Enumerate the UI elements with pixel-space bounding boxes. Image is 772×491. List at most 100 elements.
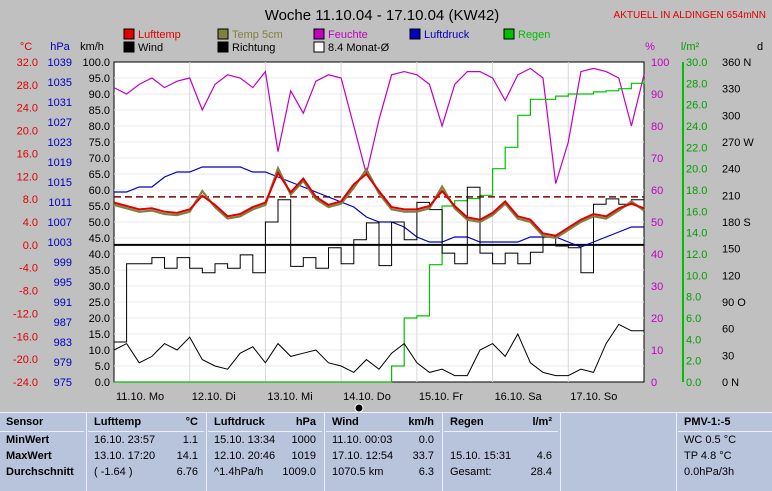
tick-wind: 50.0 [89,217,110,229]
tick-humidity: 60 [651,185,663,197]
tick-pressure: 987 [54,317,72,329]
lufttemp-header: Lufttemp [94,416,142,428]
tick-rain: 30.0 [686,57,707,69]
tick-wind: 40.0 [89,249,110,261]
regen-total-label: Gesamt: [450,466,492,478]
tick-direction: 150 [722,244,740,256]
tick-humidity: 100 [651,57,669,69]
legend-swatch [217,28,229,40]
tick-wind: 85.0 [89,105,110,117]
tick-temp: -20.0 [13,354,38,366]
legend-label: 8.4 Monat-Ø [328,42,390,54]
wind-column: Wind km/h 11.10. 00:03 0.0 17.10. 12:54 33.… [326,413,440,491]
x-label: 17.10. So [570,391,617,403]
wind-header: Wind [332,416,359,428]
wind-distance: 1070.5 km [332,466,384,478]
chart-title: Woche 11.10.04 - 17.10.04 (KW42) [265,7,500,24]
luftdruck-max-value: 1019 [291,450,316,462]
legend-swatch [123,28,135,40]
tick-wind: 45.0 [89,233,110,245]
max-label: MaxWert [6,450,52,462]
tick-pressure: 1003 [48,237,72,249]
tick-rain: 4.0 [686,334,701,346]
x-label: 16.10. Sa [495,391,543,403]
regen-column: Regen l/m² 15.10. 15:31 4.6 Gesamt: 28.4 [444,413,558,491]
tick-direction: 60 [722,324,734,336]
tick-direction: 360 N [722,57,751,69]
tick-wind: 100.0 [82,57,110,69]
tick-rain: 14.0 [686,228,707,240]
tick-pressure: 1031 [48,97,72,109]
wind-max-time: 17.10. 12:54 [332,450,394,462]
legend-label: Temp 5cm [232,29,283,41]
tick-pressure: 975 [54,377,72,389]
legend-label: Regen [518,29,550,41]
tick-wind: 30.0 [89,281,110,293]
tick-temp: 28.0 [17,80,38,92]
tick-temp: -4.0 [19,263,38,275]
wind-max-value: 33.7 [412,450,434,462]
tick-temp: -12.0 [13,308,38,320]
legend-swatch [409,28,421,40]
x-label: 13.10. Mi [267,391,312,403]
x-label: 11.10. Mo [116,391,164,403]
lufttemp-unit: °C [185,416,198,428]
lufttemp-min-value: 1.1 [182,434,198,446]
x-label: 14.10. Do [343,391,391,403]
legend-label: Wind [138,42,163,54]
lufttemp-max-time: 13.10. 17:20 [94,450,156,462]
wind-min-time: 11.10. 00:03 [332,434,393,446]
stats-panel: Sensor MinWert MaxWert Durchschnitt Luft… [0,412,772,491]
tick-wind: 0.0 [95,377,110,389]
tick-rain: 16.0 [686,206,707,218]
tick-temp: -24.0 [13,377,38,389]
tick-humidity: 40 [651,249,663,261]
axis-unit-rain: l/m² [681,41,700,53]
location-note: AKTUELL IN ALDINGEN 654mNN [614,10,766,21]
lufttemp-max-value: 14.1 [176,450,198,462]
axis-unit-wind: km/h [80,41,104,53]
tick-wind: 90.0 [89,89,110,101]
tick-wind: 70.0 [89,153,110,165]
axis-unit-direction: d [757,41,763,53]
tick-pressure: 983 [54,337,72,349]
regen-total-value: 28.4 [530,466,552,478]
luftdruck-min-value: 1000 [291,434,316,446]
tick-direction: 300 [722,110,740,122]
wind-avg-value: 6.3 [418,466,434,478]
tick-humidity: 20 [651,313,663,325]
tick-temp: 24.0 [17,103,38,115]
lufttemp-avg-note: ( -1.64 ) [94,466,133,478]
tick-wind: 75.0 [89,137,110,149]
tick-temp: 32.0 [17,57,38,69]
tick-direction: 240 [722,164,740,176]
lufttemp-min-time: 16.10. 23:57 [94,434,156,446]
regen-unit: l/m² [532,416,552,428]
tick-rain: 24.0 [686,121,707,133]
tick-pressure: 1023 [48,137,72,149]
luftdruck-unit: hPa [295,416,316,428]
avg-label: Durchschnitt [6,466,74,478]
min-label: MinWert [6,434,50,446]
tick-pressure: 1011 [48,197,72,209]
sensor-column: Sensor MinWert MaxWert Durchschnitt [0,413,84,491]
tick-direction: 270 W [722,137,754,149]
tick-humidity: 30 [651,281,663,293]
tick-direction: 330 [722,84,740,96]
tick-direction: 0 N [722,377,739,389]
tick-pressure: 1027 [48,117,72,129]
tick-rain: 20.0 [686,164,707,176]
legend-swatch [123,41,135,53]
pmv-windchill: WC 0.5 °C [684,434,737,446]
regen-header: Regen [450,416,484,428]
tick-temp: 12.0 [17,171,38,183]
tick-humidity: 50 [651,217,663,229]
weather-chart: Woche 11.10.04 - 17.10.04 (KW42) AKTUELL … [13,7,766,412]
series-temp-5cm [113,165,645,240]
series-richtung [114,186,645,343]
axis-unit-humidity: % [645,41,655,53]
tick-direction: 30 [722,350,734,362]
tick-wind: 60.0 [89,185,110,197]
tick-rain: 18.0 [686,185,707,197]
tick-humidity: 80 [651,121,663,133]
